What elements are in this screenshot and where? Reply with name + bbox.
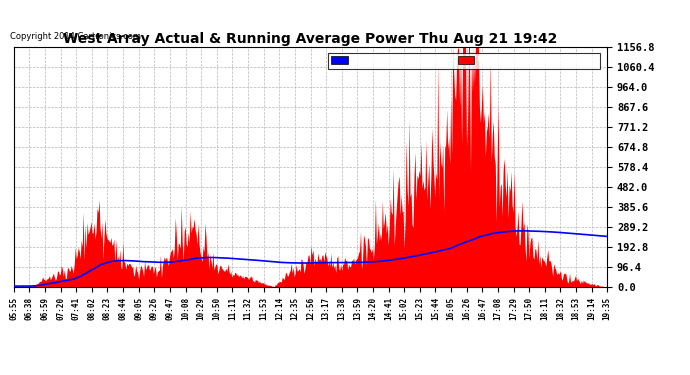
- Legend: Average  (DC Watts), West Array  (DC Watts): Average (DC Watts), West Array (DC Watts…: [328, 53, 600, 69]
- Title: West Array Actual & Running Average Power Thu Aug 21 19:42: West Array Actual & Running Average Powe…: [63, 32, 558, 46]
- Text: Copyright 2014 Cartronics.com: Copyright 2014 Cartronics.com: [10, 32, 141, 41]
